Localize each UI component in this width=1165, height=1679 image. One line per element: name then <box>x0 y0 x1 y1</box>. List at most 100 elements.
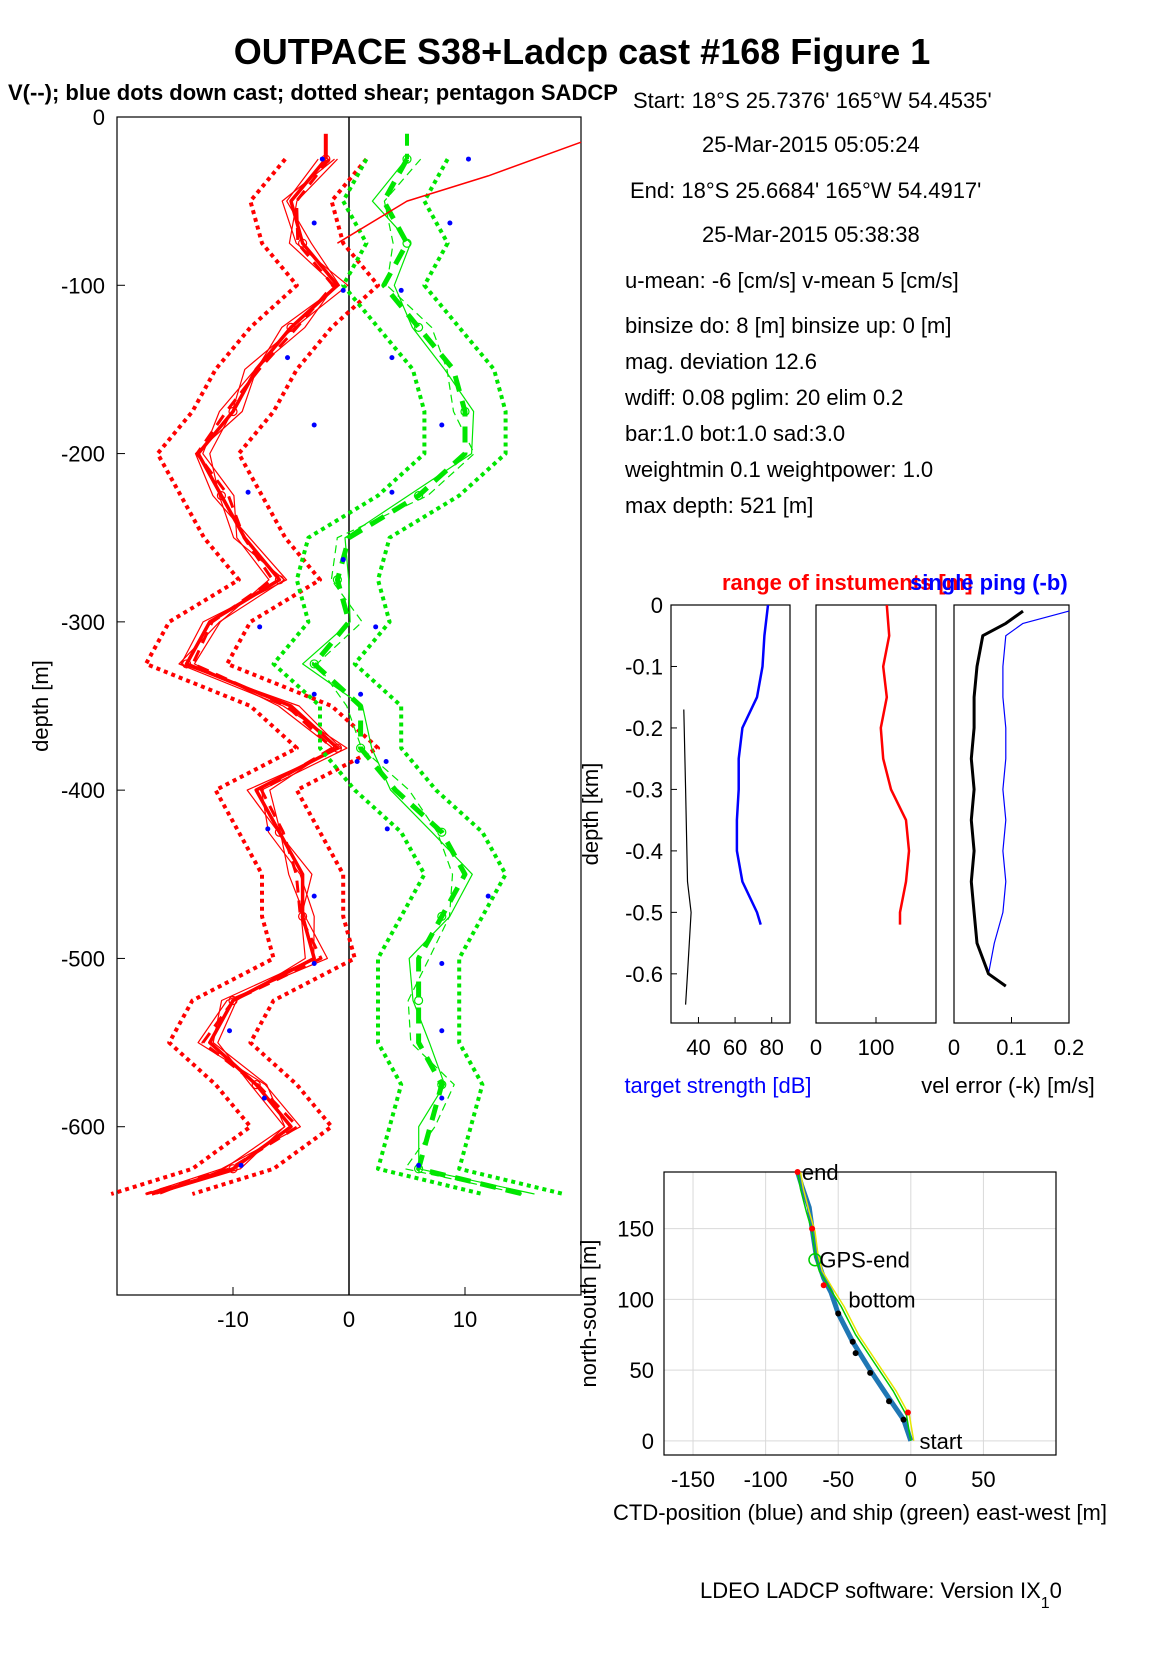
figure-title: OUTPACE S38+Ladcp cast #168 Figure 1 <box>234 31 931 72</box>
blue-dot <box>311 893 317 899</box>
blue-dot <box>485 893 491 899</box>
blue-dot <box>354 759 360 765</box>
axes-frame <box>663 1171 1057 1456</box>
y-tick-label: -0.1 <box>625 654 663 679</box>
info-line: wdiff: 0.08 pglim: 20 elim 0.2 <box>624 385 903 410</box>
black-marker <box>852 1350 859 1357</box>
info-line: Start: 18°S 25.7376' 165°W 54.4535' <box>633 88 992 113</box>
v-marker <box>414 995 424 1006</box>
u-marker <box>274 827 284 837</box>
blue-dot <box>227 1028 233 1034</box>
info-line: weightmin 0.1 weightpower: 1.0 <box>624 457 933 482</box>
u-shear-right <box>191 157 380 1196</box>
v-marker <box>414 491 424 501</box>
footer: LDEO LADCP software: Version IX10 <box>700 1578 1062 1612</box>
red-marker <box>809 1225 816 1232</box>
blue-dot <box>311 220 317 226</box>
y-tick-label: 0 <box>93 105 105 130</box>
blue-dot <box>447 220 453 226</box>
vel-error-blue-line <box>987 610 1070 987</box>
target-strength-black-line <box>683 709 692 1005</box>
u-marker <box>298 911 308 921</box>
info-block: Start: 18°S 25.7376' 165°W 54.4535' 25-Ma… <box>624 88 992 518</box>
y-tick-label: -600 <box>61 1115 105 1140</box>
y-tick-label: 100 <box>617 1287 654 1312</box>
blue-dot <box>340 557 346 563</box>
x-tick-label: 100 <box>858 1035 895 1060</box>
annotation-end: end <box>802 1160 839 1185</box>
range-line <box>879 604 911 925</box>
u-marker <box>332 743 342 753</box>
blue-dot <box>383 759 389 765</box>
x-tick-label: -100 <box>744 1467 788 1492</box>
x-tick-label: 0.2 <box>1054 1035 1085 1060</box>
figure-subtitle: V(--); blue dots down cast; dotted shear… <box>8 80 618 105</box>
annotation-start: start <box>920 1429 963 1454</box>
black-marker <box>900 1416 907 1423</box>
x-tick-label: 60 <box>723 1035 747 1060</box>
u-marker <box>216 491 226 501</box>
red-marker <box>904 1409 911 1416</box>
red-marker <box>820 1282 827 1289</box>
v-marker <box>332 575 342 585</box>
v-marker <box>437 827 447 837</box>
vel-error-plot: 0 0.1 0.2 vel error (-k) [m/s] <box>921 604 1095 1098</box>
x-tick-label: 10 <box>453 1307 477 1332</box>
black-marker <box>835 1310 842 1317</box>
blue-dot <box>373 624 379 630</box>
info-line: binsize do: 8 [m] binsize up: 0 [m] <box>625 313 952 338</box>
u-marker <box>228 995 238 1006</box>
blue-dot <box>265 826 271 832</box>
u-marker <box>228 1164 238 1174</box>
annotation-gps-end: GPS-end <box>819 1248 910 1273</box>
position-plot: -150 -100 -50 0 50 0 50 100 150 end GPS-end bottom s… <box>576 1160 1107 1525</box>
u-profile-dashed <box>145 158 335 1196</box>
y-tick-label: -100 <box>61 273 105 298</box>
v-marker <box>414 322 424 332</box>
y-tick-label: 0 <box>642 1429 654 1454</box>
u-marker <box>251 1080 261 1090</box>
y-axis-label: depth [km] <box>578 763 603 866</box>
y-tick-label: -0.3 <box>625 777 663 802</box>
u-marker <box>298 238 308 248</box>
info-line: max depth: 521 [m] <box>625 493 813 518</box>
v-shear-left <box>271 158 483 1196</box>
v-marker <box>460 406 470 417</box>
target-strength-line <box>735 604 770 925</box>
u-marker <box>228 406 238 417</box>
y-tick-label: 50 <box>630 1358 654 1383</box>
u-marker <box>286 322 296 332</box>
blue-dot <box>416 1162 422 1168</box>
info-line: 25-Mar-2015 05:05:24 <box>702 132 920 157</box>
sadcp-line <box>337 141 582 244</box>
v-profile-down <box>302 158 535 1195</box>
v-profile <box>311 157 524 1197</box>
blue-dot <box>439 1028 445 1034</box>
x-tick-label: 0 <box>810 1035 822 1060</box>
blue-dot <box>238 1162 244 1168</box>
v-marker <box>437 1080 447 1090</box>
y-tick-label: -0.4 <box>625 839 663 864</box>
y-tick-label: -0.6 <box>625 962 663 987</box>
blue-dot <box>311 422 317 428</box>
u-marker <box>182 659 192 669</box>
blue-dot <box>319 156 325 162</box>
blue-dot <box>439 1095 445 1101</box>
blue-dot <box>245 489 251 495</box>
x-tick-label: 0.1 <box>996 1035 1027 1060</box>
y-tick-label: -0.2 <box>625 716 663 741</box>
range-title: range of instuments [m] <box>722 570 973 595</box>
u-shear-left <box>110 157 299 1196</box>
x-tick-label: 0 <box>343 1307 355 1332</box>
blue-dot <box>340 287 346 293</box>
blue-dot <box>398 287 404 293</box>
x-tick-label: -10 <box>217 1307 249 1332</box>
x-axis-label: CTD-position (blue) and ship (green) eas… <box>613 1500 1107 1525</box>
blue-dot <box>439 422 445 428</box>
y-tick-label: 150 <box>617 1217 654 1242</box>
x-tick-label: -50 <box>822 1467 854 1492</box>
axes-frame <box>815 604 937 1024</box>
black-marker <box>849 1338 856 1345</box>
